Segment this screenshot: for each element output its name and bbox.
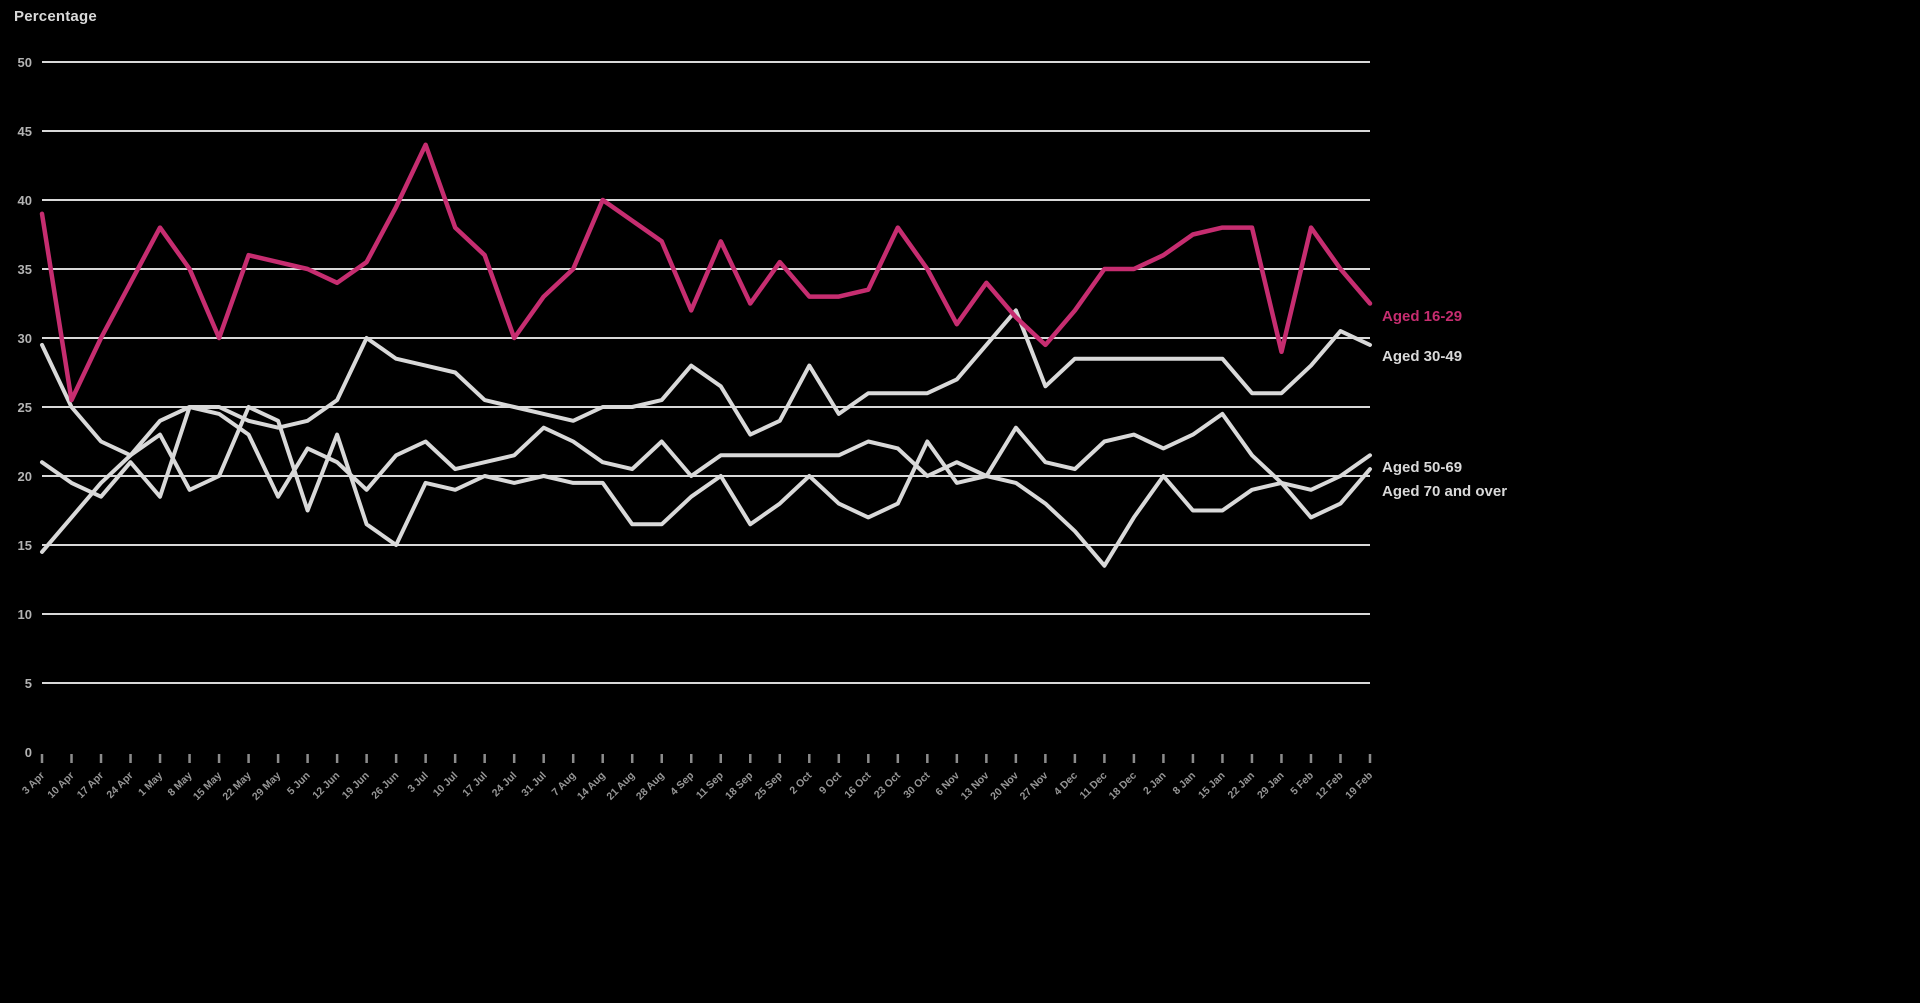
x-axis-tick-marks: [40, 754, 1372, 763]
xtick-label: 21 Aug: [604, 770, 637, 803]
xtick-label: 3 Jul: [405, 770, 430, 795]
xtick-label: 31 Jul: [519, 770, 549, 800]
xtick-label: 17 Apr: [75, 770, 106, 801]
xtick-label: 4 Sep: [668, 770, 696, 798]
series-label-aged-70-and-over: Aged 70 and over: [1382, 483, 1508, 500]
y-axis-tick-labels: 0 5 10 15 20 25 30 35 40 45 50: [18, 55, 32, 760]
xtick-label: 11 Dec: [1078, 770, 1110, 802]
ytick-label-10: 10: [18, 607, 32, 622]
series-line-aged-50-69: [40, 405, 1372, 499]
xtick-label: 4 Dec: [1052, 770, 1080, 798]
xtick-label: 23 Oct: [872, 769, 904, 801]
xtick-label: 11 Sep: [694, 770, 726, 802]
series-line-aged-30-49: [40, 308, 1372, 458]
xtick-label: 24 Apr: [104, 770, 135, 801]
ytick-label-0: 0: [25, 745, 32, 760]
xtick-label: 8 Jan: [1171, 770, 1198, 797]
xtick-label: 2 Jan: [1141, 770, 1168, 797]
y-axis-unit-label: Percentage: [14, 8, 97, 25]
xtick-label: 24 Jul: [490, 770, 520, 800]
xtick-label: 17 Jul: [460, 770, 490, 800]
xtick-label: 1 May: [136, 770, 165, 799]
ytick-label-45: 45: [18, 124, 32, 139]
xtick-label: 10 Apr: [45, 770, 76, 801]
gridlines: [42, 61, 1370, 684]
xtick-label: 18 Sep: [723, 770, 755, 802]
ytick-label-15: 15: [18, 538, 32, 553]
ytick-label-20: 20: [18, 469, 32, 484]
xtick-label: 15 May: [191, 770, 224, 803]
xtick-label: 5 Feb: [1288, 770, 1316, 798]
ytick-label-35: 35: [18, 262, 32, 277]
xtick-label: 25 Sep: [752, 770, 784, 802]
xtick-label: 22 Jan: [1225, 770, 1257, 802]
xtick-label: 12 Jun: [310, 770, 342, 802]
xtick-label: 2 Oct: [787, 769, 814, 796]
xtick-label: 26 Jun: [369, 770, 401, 802]
xtick-label: 3 Apr: [20, 770, 47, 797]
xtick-label: 14 Aug: [575, 770, 608, 803]
xtick-label: 18 Dec: [1107, 770, 1140, 803]
xtick-label: 29 May: [250, 770, 283, 803]
xtick-label: 10 Jul: [431, 770, 461, 800]
series-label-aged-16-29: Aged 16-29: [1382, 308, 1463, 325]
ytick-label-40: 40: [18, 193, 32, 208]
series-line-aged-16-29: [39, 142, 1373, 403]
xtick-label: 19 Jun: [340, 770, 372, 802]
series-lines: [39, 142, 1373, 568]
xtick-label: 15 Jan: [1196, 770, 1228, 802]
xtick-label: 16 Oct: [842, 769, 874, 801]
xtick-label: 9 Oct: [817, 769, 844, 796]
xtick-label: 27 Nov: [1018, 770, 1051, 803]
xtick-label: 29 Jan: [1255, 770, 1287, 802]
xtick-label: 19 Feb: [1343, 770, 1375, 802]
series-label-aged-50-69: Aged 50-69: [1382, 459, 1463, 476]
xtick-label: 20 Nov: [988, 770, 1021, 803]
ytick-label-5: 5: [25, 676, 32, 691]
xtick-label: 30 Oct: [901, 769, 933, 801]
series-line-aged-70-and-over: [40, 405, 1372, 568]
xtick-label: 22 May: [220, 770, 253, 803]
series-label-aged-30-49: Aged 30-49: [1382, 348, 1463, 365]
ytick-label-30: 30: [18, 331, 32, 346]
xtick-label: 13 Nov: [959, 770, 992, 803]
ytick-label-50: 50: [18, 55, 32, 70]
xtick-label: 12 Feb: [1314, 770, 1346, 802]
ytick-label-25: 25: [18, 400, 32, 415]
xtick-label: 5 Jun: [285, 770, 313, 798]
xtick-label: 28 Aug: [634, 770, 667, 803]
